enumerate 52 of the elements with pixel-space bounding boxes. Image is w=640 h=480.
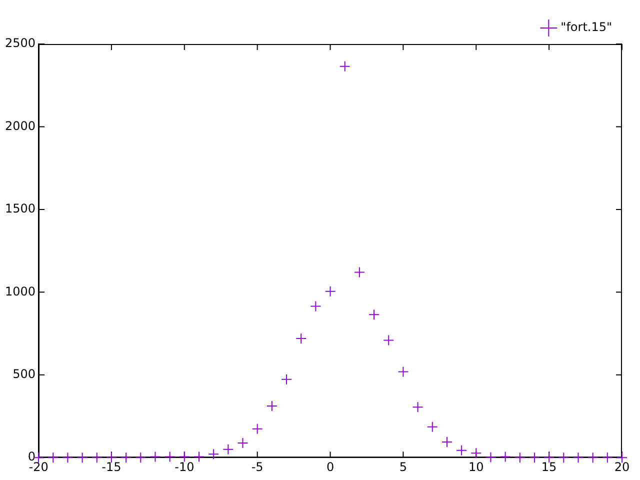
point	[150, 451, 161, 462]
x-tick-label: -5	[251, 460, 264, 474]
point	[48, 452, 59, 464]
point	[456, 444, 468, 456]
point	[412, 402, 424, 413]
y-tick-label: 2000	[4, 118, 36, 133]
legend-label: "fort.15"	[560, 20, 612, 34]
point	[281, 374, 292, 385]
point	[354, 266, 365, 278]
point	[398, 366, 409, 378]
point	[383, 334, 394, 346]
y-tick-label: 2500	[4, 36, 36, 50]
point	[252, 423, 263, 434]
point	[222, 444, 234, 455]
point	[587, 452, 598, 464]
point	[266, 400, 278, 412]
point	[208, 448, 220, 460]
point	[426, 421, 438, 432]
point	[602, 452, 613, 464]
point	[324, 286, 336, 297]
point	[470, 448, 482, 459]
point	[528, 452, 540, 464]
y-tick-label: 500	[12, 367, 36, 382]
point	[135, 452, 146, 464]
point	[178, 451, 190, 462]
point	[76, 452, 88, 464]
x-tick-label: -10	[174, 460, 194, 474]
y-tick-label: 1500	[4, 202, 36, 216]
point	[514, 452, 526, 464]
point	[62, 452, 74, 464]
point	[91, 452, 102, 464]
point	[558, 452, 570, 464]
point	[368, 309, 380, 320]
point	[296, 332, 307, 344]
point	[237, 438, 248, 449]
x-tick-label: -20	[28, 460, 48, 474]
point	[441, 436, 452, 448]
point	[500, 451, 511, 462]
point	[310, 300, 322, 312]
x-tick-label: 10	[468, 460, 484, 474]
point	[572, 452, 584, 464]
point	[164, 451, 176, 462]
point	[339, 60, 350, 72]
x-tick-label: 20	[614, 460, 630, 474]
y-tick-label: 1000	[4, 284, 36, 298]
point	[120, 452, 132, 464]
x-tick-label: -15	[102, 460, 122, 474]
x-tick-label: 15	[541, 460, 557, 474]
x-tick-label: 5	[399, 460, 408, 474]
point	[485, 452, 496, 463]
x-tick-label: 0	[326, 460, 334, 474]
point	[193, 451, 204, 462]
